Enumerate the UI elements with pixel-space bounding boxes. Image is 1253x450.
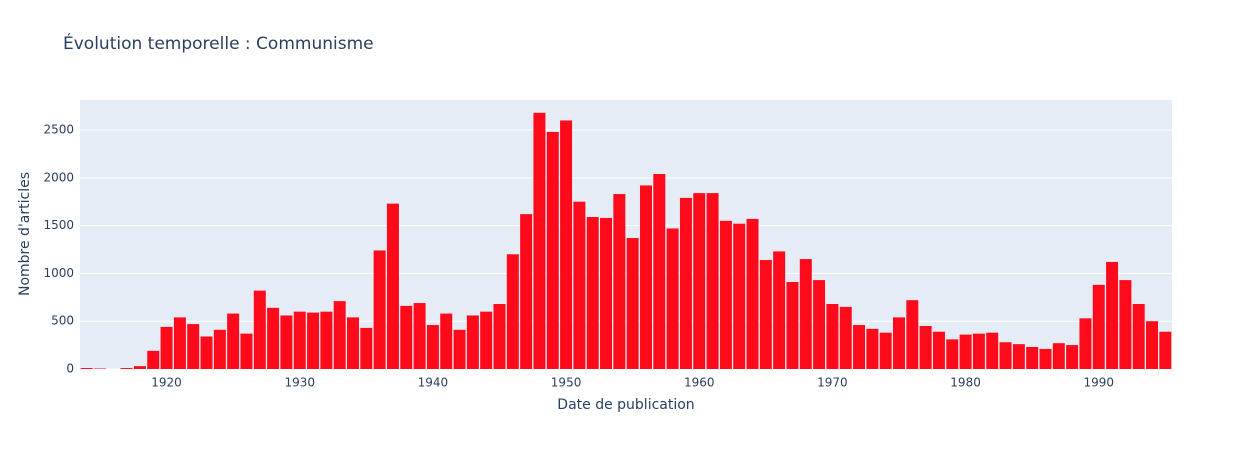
bar — [600, 217, 613, 369]
bar — [493, 303, 506, 369]
x-axis-label: Date de publication — [557, 397, 694, 413]
y-tick-label: 1500 — [43, 218, 74, 232]
bar — [280, 315, 293, 369]
bar — [386, 203, 399, 369]
bar — [893, 317, 905, 369]
bar — [666, 228, 679, 369]
bar — [1119, 280, 1132, 369]
bar — [400, 305, 413, 369]
bar — [1092, 284, 1105, 369]
bar — [253, 290, 266, 369]
bar — [773, 251, 786, 369]
bar — [573, 201, 586, 369]
bar — [959, 334, 972, 369]
x-tick-label: 1980 — [950, 376, 981, 390]
bar — [320, 311, 333, 369]
bar — [919, 325, 932, 369]
bar — [746, 218, 759, 369]
bar — [613, 194, 626, 369]
x-tick-label: 1990 — [1083, 376, 1114, 390]
bar — [533, 112, 546, 370]
bar — [1106, 261, 1119, 369]
bar — [946, 339, 959, 369]
x-tick-label: 1930 — [284, 376, 315, 390]
bar — [999, 342, 1012, 369]
bar — [639, 185, 652, 369]
y-tick-label: 1000 — [43, 266, 74, 280]
bar — [333, 301, 346, 369]
bar — [1039, 348, 1052, 369]
bar — [1026, 347, 1039, 369]
bar — [786, 282, 799, 369]
bar — [560, 120, 573, 369]
bar — [440, 313, 453, 369]
bar — [1079, 318, 1092, 369]
chart-title: Évolution temporelle : Communisme — [63, 32, 374, 54]
bar — [1012, 344, 1025, 369]
bar — [347, 317, 359, 369]
x-tick-label: 1940 — [418, 376, 449, 390]
bar — [986, 332, 999, 369]
bar — [173, 317, 186, 369]
bar — [813, 280, 826, 369]
bar — [586, 217, 599, 369]
bar — [213, 329, 226, 369]
bar — [80, 368, 93, 369]
bar — [693, 193, 706, 369]
bar — [187, 324, 200, 369]
y-tick-label: 500 — [51, 314, 74, 328]
bar — [360, 327, 373, 369]
y-tick-label: 0 — [66, 362, 74, 376]
bar — [1146, 321, 1159, 369]
bar — [546, 131, 559, 369]
x-tick-label: 1920 — [151, 376, 182, 390]
bar — [759, 260, 772, 369]
plot-area — [80, 100, 1172, 369]
x-tick-label: 1960 — [684, 376, 715, 390]
bar — [293, 311, 306, 369]
bar — [679, 197, 692, 369]
bar — [466, 315, 479, 369]
bar — [733, 223, 746, 369]
bar — [1066, 345, 1079, 369]
bar — [307, 312, 320, 369]
bar — [120, 368, 133, 369]
bar — [853, 325, 866, 369]
bar — [653, 173, 666, 369]
bar — [413, 303, 426, 369]
bar — [453, 329, 466, 369]
bar — [160, 326, 173, 369]
bar — [240, 333, 253, 369]
bar — [147, 350, 160, 369]
bar — [426, 325, 439, 369]
bar — [626, 238, 639, 369]
bar — [799, 259, 812, 369]
bar — [932, 331, 945, 369]
y-tick-label: 2000 — [43, 170, 74, 184]
bar — [1159, 331, 1172, 369]
bar — [267, 307, 280, 369]
bar — [200, 336, 213, 369]
bar — [133, 366, 146, 369]
x-tick-label: 1970 — [817, 376, 848, 390]
bar — [373, 250, 386, 369]
bar — [906, 300, 919, 369]
bar — [879, 332, 892, 369]
bar — [826, 303, 839, 369]
x-tick-label: 1950 — [551, 376, 582, 390]
bar — [706, 193, 719, 369]
bar — [520, 214, 533, 369]
bar — [227, 313, 240, 369]
y-axis-label: Nombre d'articles — [17, 172, 33, 296]
bar — [972, 333, 985, 369]
bar — [1052, 343, 1065, 369]
bar — [866, 328, 879, 369]
y-tick-label: 2500 — [43, 123, 74, 137]
bar — [839, 306, 852, 369]
bar — [506, 254, 519, 369]
bar — [1132, 303, 1145, 369]
bar — [719, 220, 732, 369]
bar — [480, 311, 493, 369]
